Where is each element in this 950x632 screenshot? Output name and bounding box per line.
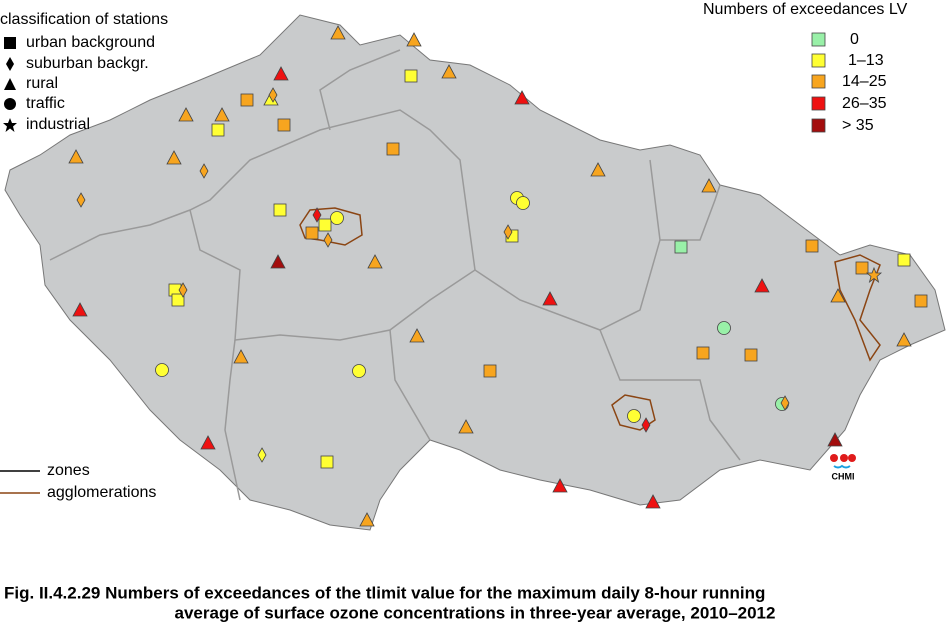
legend-item: 0 [850, 31, 859, 48]
legend-symbol [4, 98, 16, 110]
legend-item: urban background [26, 34, 155, 51]
station [211, 123, 225, 137]
logo: CHMI [830, 454, 856, 481]
legend-title: Numbers of exceedances LV [703, 1, 908, 18]
legend-symbol [4, 37, 16, 49]
legend-swatch [811, 32, 826, 47]
legend-item: zones [47, 462, 90, 479]
logo-text: CHMI [832, 471, 855, 481]
legend-swatch [811, 118, 826, 133]
legend-symbol [6, 57, 14, 71]
legend-item: 1–13 [848, 52, 884, 69]
station [897, 253, 911, 267]
station [404, 69, 418, 83]
legend-item: 26–35 [842, 95, 887, 112]
legend-item: 14–25 [842, 73, 887, 90]
station [318, 218, 332, 232]
station [744, 348, 758, 362]
station [696, 346, 710, 360]
station [483, 364, 497, 378]
station [386, 142, 400, 156]
station [305, 226, 319, 240]
station [320, 455, 334, 469]
zone-lines [49, 49, 741, 501]
station [805, 239, 819, 253]
station [155, 363, 169, 377]
legend-item: > 35 [842, 117, 874, 134]
legend-title: classification of stations [0, 11, 168, 28]
station [674, 240, 688, 254]
station [914, 294, 928, 308]
station [717, 321, 731, 335]
station [352, 364, 366, 378]
legend-swatch [811, 53, 826, 68]
station [277, 118, 291, 132]
legend-item: industrial [26, 116, 90, 133]
station [330, 211, 344, 225]
station [406, 32, 422, 47]
station [273, 203, 287, 217]
legend-symbol [4, 78, 16, 90]
station [516, 196, 530, 210]
station [627, 409, 641, 423]
legend-item: suburban backgr. [26, 55, 149, 72]
legend-item: rural [26, 75, 58, 92]
caption-line: Fig. II.4.2.29 Numbers of exceedances of… [4, 583, 765, 602]
legend-symbol [3, 118, 17, 132]
station [240, 93, 254, 107]
legend-item: agglomerations [47, 484, 156, 501]
legend-item: traffic [26, 95, 65, 112]
country-shape [4, 14, 946, 531]
legend-swatch [811, 96, 826, 111]
station [855, 261, 869, 275]
legend-swatch [811, 74, 826, 89]
caption-line: average of surface ozone concentrations … [175, 603, 776, 622]
